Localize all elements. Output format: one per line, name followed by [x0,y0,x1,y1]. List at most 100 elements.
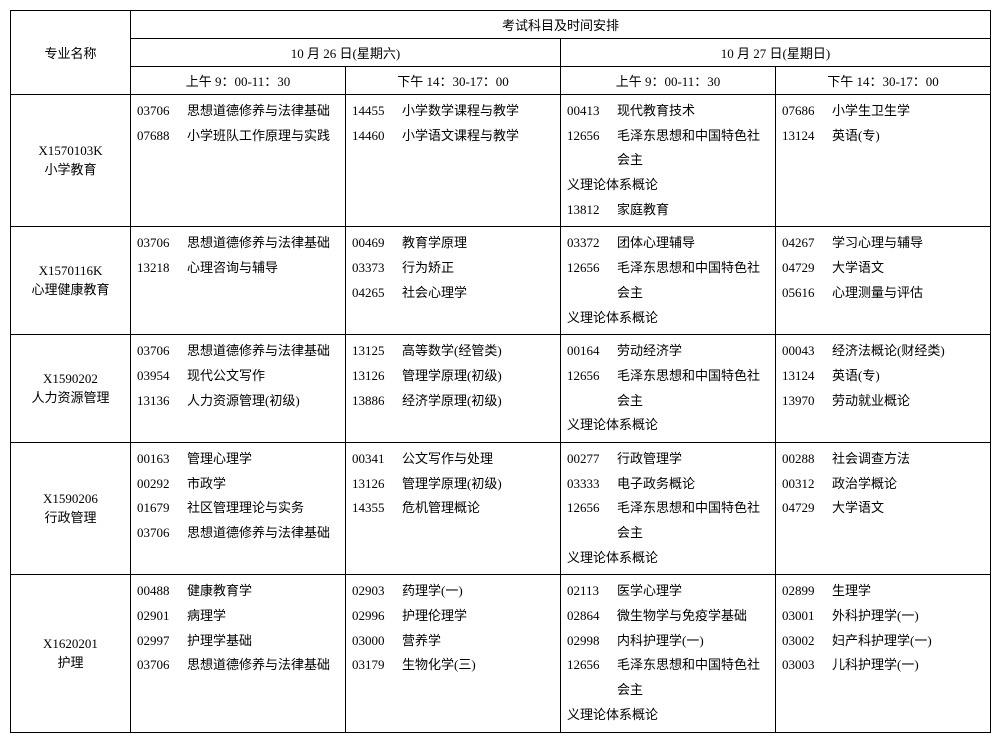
course-name: 护理伦理学 [402,604,554,629]
course-name: 社会心理学 [402,281,554,306]
col-header-slot-3: 上午 9：00-11：30 [561,67,776,95]
course-code: 14455 [352,99,396,124]
course-name: 团体心理辅导 [617,231,769,256]
course-name: 现代教育技术 [617,99,769,124]
course-code: 04729 [782,496,826,521]
major-name: 人力资源管理 [17,387,124,406]
course-name: 政治学概论 [832,472,984,497]
course-code: 05616 [782,281,826,306]
course-code: 00488 [137,579,181,604]
course-name: 心理咨询与辅导 [187,256,339,281]
major-cell: X1570103K小学教育 [11,95,131,227]
course-name: 行政管理学 [617,447,769,472]
slot-cell: 00163管理心理学00292市政学01679社区管理理论与实务03706思想道… [131,442,346,574]
course-line: 02903药理学(一) [352,579,554,604]
course-line: 04265社会心理学 [352,281,554,306]
course-line: 13812家庭教育 [567,198,769,223]
course-name: 毛泽东思想和中国特色社会主 [617,124,769,173]
table-body: X1570103K小学教育03706思想道德修养与法律基础07688小学班队工作… [11,95,991,733]
course-name: 思想道德修养与法律基础 [187,521,339,546]
slot-cell: 02899生理学03001外科护理学(一)03002妇产科护理学(一)03003… [776,575,991,732]
course-line: 12656毛泽东思想和中国特色社会主 [567,256,769,305]
course-code: 13218 [137,256,181,281]
course-line: 02997护理学基础 [137,629,339,654]
course-line: 07686小学生卫生学 [782,99,984,124]
course-code: 00413 [567,99,611,124]
course-name-cont: 义理论体系概论 [567,546,769,571]
col-header-major: 专业名称 [11,11,131,95]
slot-cell: 03706思想道德修养与法律基础07688小学班队工作原理与实践 [131,95,346,227]
course-name: 思想道德修养与法律基础 [187,231,339,256]
slot-cell: 00413现代教育技术12656毛泽东思想和中国特色社会主义理论体系概论1381… [561,95,776,227]
course-name: 英语(专) [832,364,984,389]
major-code: X1570103K [17,143,124,159]
slot-cell: 00277行政管理学03333电子政务概论12656毛泽东思想和中国特色社会主义… [561,442,776,574]
course-line: 14455小学数学课程与教学 [352,99,554,124]
course-name: 现代公文写作 [187,364,339,389]
course-name-cont: 义理论体系概论 [567,306,769,331]
slot-cell: 00164劳动经济学12656毛泽东思想和中国特色社会主义理论体系概论 [561,335,776,443]
course-line: 12656毛泽东思想和中国特色社会主 [567,364,769,413]
major-cell: X1590206行政管理 [11,442,131,574]
course-code: 01679 [137,496,181,521]
course-code: 07688 [137,124,181,149]
course-code: 02903 [352,579,396,604]
course-name: 劳动就业概论 [832,389,984,414]
course-name: 劳动经济学 [617,339,769,364]
course-code: 03000 [352,629,396,654]
course-code: 12656 [567,653,611,678]
col-header-day2: 10 月 27 日(星期日) [561,39,991,67]
table-row: X1590202人力资源管理03706思想道德修养与法律基础03954现代公文写… [11,335,991,443]
course-name: 英语(专) [832,124,984,149]
course-name: 毛泽东思想和中国特色社会主 [617,653,769,702]
course-line: 00277行政管理学 [567,447,769,472]
course-code: 13970 [782,389,826,414]
course-code: 04729 [782,256,826,281]
course-line: 03373行为矫正 [352,256,554,281]
course-code: 14355 [352,496,396,521]
course-line: 13125高等数学(经管类) [352,339,554,364]
course-name: 心理测量与评估 [832,281,984,306]
course-code: 02998 [567,629,611,654]
course-line: 14460小学语文课程与教学 [352,124,554,149]
course-code: 03372 [567,231,611,256]
course-name-cont: 义理论体系概论 [567,413,769,438]
major-name: 护理 [17,652,124,671]
course-code: 03001 [782,604,826,629]
course-name: 微生物学与免疫学基础 [617,604,769,629]
col-header-slot-2: 下午 14：30-17：00 [346,67,561,95]
course-line: 13136人力资源管理(初级) [137,389,339,414]
col-header-slot-4: 下午 14：30-17：00 [776,67,991,95]
course-code: 04265 [352,281,396,306]
course-line: 03333电子政务概论 [567,472,769,497]
course-line: 12656毛泽东思想和中国特色社会主 [567,496,769,545]
course-code: 07686 [782,99,826,124]
major-name: 小学教育 [17,159,124,178]
course-line: 01679社区管理理论与实务 [137,496,339,521]
course-line: 02899生理学 [782,579,984,604]
course-code: 00341 [352,447,396,472]
course-name: 儿科护理学(一) [832,653,984,678]
course-line: 03706思想道德修养与法律基础 [137,653,339,678]
slot-cell: 00341公文写作与处理13126管理学原理(初级)14355危机管理概论 [346,442,561,574]
course-line: 03179生物化学(三) [352,653,554,678]
major-name: 心理健康教育 [17,279,124,298]
course-code: 03002 [782,629,826,654]
course-name: 生理学 [832,579,984,604]
table-row: X1570116K心理健康教育03706思想道德修养与法律基础13218心理咨询… [11,227,991,335]
course-line: 00312政治学概论 [782,472,984,497]
slot-cell: 03706思想道德修养与法律基础03954现代公文写作13136人力资源管理(初… [131,335,346,443]
course-name: 市政学 [187,472,339,497]
exam-schedule-table: 专业名称 考试科目及时间安排 10 月 26 日(星期六) 10 月 27 日(… [10,10,991,733]
course-code: 13124 [782,364,826,389]
course-code: 03333 [567,472,611,497]
course-line: 03000营养学 [352,629,554,654]
course-code: 02899 [782,579,826,604]
major-cell: X1570116K心理健康教育 [11,227,131,335]
major-code: X1590206 [17,491,124,507]
course-name: 生物化学(三) [402,653,554,678]
slot-cell: 02903药理学(一)02996护理伦理学03000营养学03179生物化学(三… [346,575,561,732]
course-name: 外科护理学(一) [832,604,984,629]
course-code: 03954 [137,364,181,389]
course-code: 02864 [567,604,611,629]
